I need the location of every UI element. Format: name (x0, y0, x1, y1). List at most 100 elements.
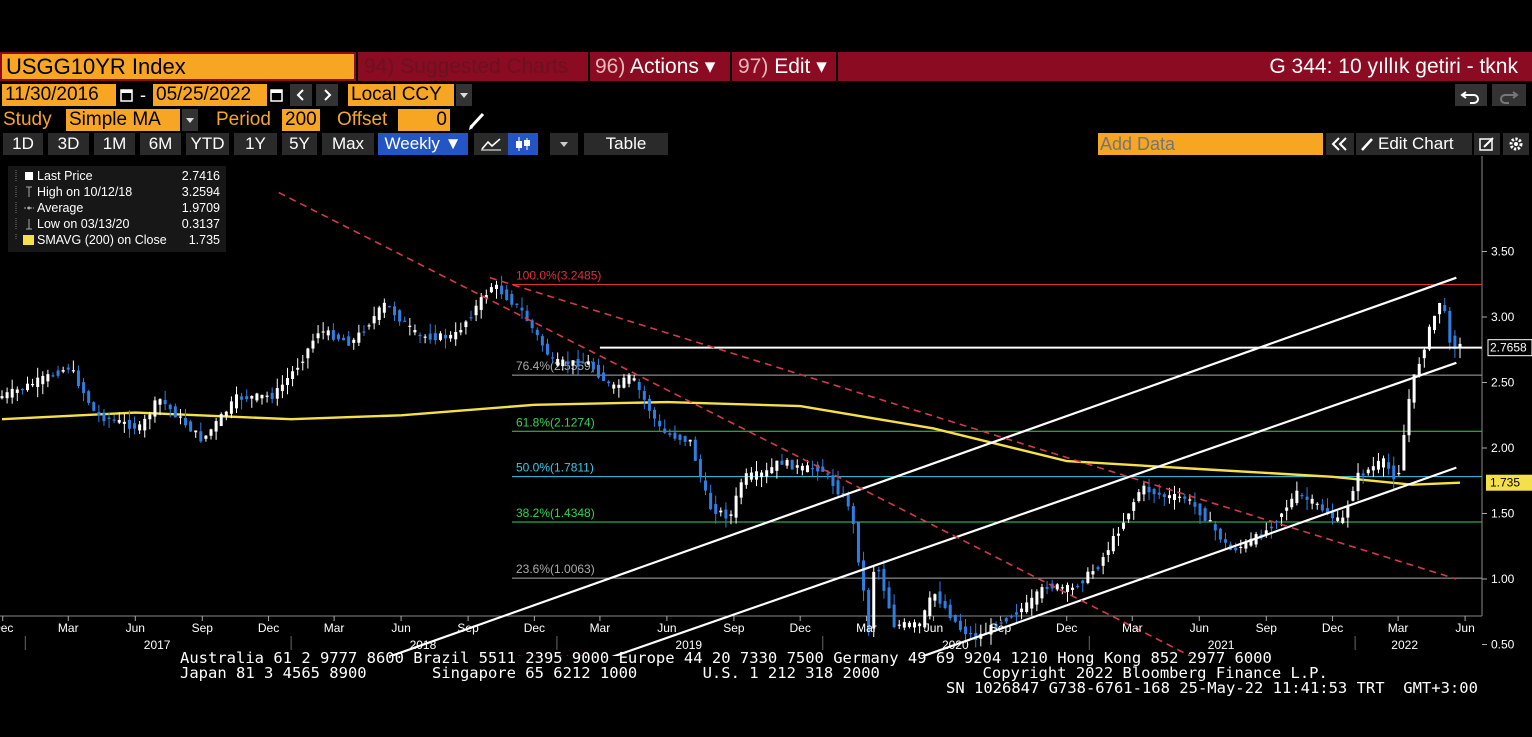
price-candle-body (336, 334, 340, 340)
undo-button[interactable] (1455, 84, 1487, 106)
x-tick-label: Dec (1056, 621, 1077, 635)
price-candle-body (1116, 533, 1120, 536)
period-input[interactable]: 200 (282, 109, 320, 131)
range-button-max[interactable]: Max (322, 133, 374, 155)
edit-menu-button[interactable]: 97) Edit ▾ (738, 52, 833, 81)
price-candle-body (1274, 521, 1278, 523)
price-candle-body (1127, 513, 1131, 520)
price-candle-body (744, 473, 748, 485)
chevron-left-icon (296, 89, 304, 101)
price-candle-body (342, 337, 346, 341)
actions-menu-button[interactable]: 96) Actions ▾ (595, 52, 725, 81)
calendar-icon[interactable] (268, 84, 286, 106)
calendar-icon[interactable] (118, 84, 136, 106)
candle-chart-button[interactable] (508, 133, 538, 155)
high-marker-icon (15, 186, 32, 198)
ticker-field[interactable]: USGG10YR Index (2, 54, 354, 79)
y-tick-label: 3.50 (1491, 245, 1515, 259)
currency-select[interactable]: Local CCY (348, 84, 454, 106)
add-data-input[interactable] (1098, 133, 1323, 155)
price-candle-body (678, 434, 682, 440)
price-candle-body (571, 360, 575, 366)
study-select[interactable]: Simple MA (66, 109, 180, 131)
price-candle-body (1300, 495, 1304, 497)
price-candle-body (714, 504, 718, 514)
x-tick-label: Mar (590, 621, 611, 635)
price-candle-body (194, 430, 198, 433)
start-date-field[interactable]: 11/30/2016 (2, 84, 116, 106)
price-candle-body (184, 417, 188, 426)
range-button-1d[interactable]: 1D (3, 133, 43, 155)
legend-label: High on 10/12/18 (37, 185, 133, 199)
x-year-label: 2020 (942, 638, 969, 652)
price-candle-body (229, 401, 233, 414)
pencil-icon[interactable] (466, 108, 488, 132)
price-candle-body (387, 306, 391, 308)
end-date-field[interactable]: 05/25/2022 (153, 84, 267, 106)
edit-chart-button[interactable]: Edit Chart (1356, 133, 1472, 155)
price-candle-body (581, 362, 585, 364)
price-candle-body (1397, 472, 1401, 475)
next-period-button[interactable] (316, 84, 338, 106)
price-candle-body (591, 361, 595, 370)
edit-chart-label: Edit Chart (1378, 134, 1454, 153)
settings-button[interactable] (1503, 133, 1529, 155)
fib-level-label: 100.0%(3.2485) (516, 268, 601, 282)
line-chart-button[interactable] (474, 133, 508, 155)
redo-button[interactable] (1492, 84, 1526, 106)
price-candle-body (1366, 469, 1370, 474)
price-candle-body (41, 375, 45, 385)
price-candle-body (994, 624, 998, 629)
range-button-3d[interactable]: 3D (48, 133, 89, 155)
edit-box-icon (1479, 137, 1494, 151)
prev-period-button[interactable] (290, 84, 312, 106)
price-candle-body (153, 400, 157, 417)
price-candle-body (291, 371, 295, 379)
price-candle-body (882, 568, 886, 591)
range-button-1m[interactable]: 1M (94, 133, 135, 155)
price-candle-body (377, 307, 381, 320)
range-button-ytd[interactable]: YTD (186, 133, 229, 155)
currency-dropdown-icon[interactable] (456, 84, 472, 106)
price-candle-body (1376, 460, 1380, 470)
sma-line (1, 400, 1461, 486)
suggested-charts-button[interactable]: 94) Suggested Charts (364, 52, 586, 81)
chart-settings-edit-button[interactable] (1474, 133, 1500, 155)
price-candle-body (1407, 398, 1411, 436)
y-tick-label: 0.50 (1491, 638, 1515, 652)
range-button-6m[interactable]: 6M (140, 133, 181, 155)
offset-input[interactable]: 0 (398, 109, 450, 131)
price-candle-body (1065, 584, 1069, 592)
price-candle-body (867, 589, 871, 633)
price-candle-body (1137, 492, 1141, 501)
price-candle-body (5, 392, 9, 399)
toolbar-divider (588, 52, 590, 81)
study-dropdown-icon[interactable] (182, 109, 198, 131)
table-button[interactable]: Table (584, 133, 668, 155)
suggested-charts-number: 94) (364, 55, 395, 78)
price-candle-body (724, 509, 728, 519)
price-candle-body (433, 333, 437, 341)
line-chart-icon (481, 138, 501, 151)
last-price-label: 2.7658 (1490, 341, 1527, 355)
trend-line (278, 191, 1193, 656)
redo-icon (1500, 91, 1519, 104)
price-candle-body (403, 320, 407, 322)
collapse-button[interactable] (1326, 133, 1354, 155)
price-candle-body (25, 383, 29, 391)
range-button-5y[interactable]: 5Y (282, 133, 317, 155)
price-candle-body (1351, 491, 1355, 501)
price-candle-body (535, 329, 539, 336)
x-year-label: 2021 (1208, 638, 1235, 652)
legend-value: 1.735 (188, 233, 220, 247)
price-candle-body (1132, 502, 1136, 511)
price-candle-body (1239, 546, 1243, 549)
fib-level-label: 61.8%(2.1274) (516, 415, 595, 429)
chart-type-dropdown-button[interactable] (550, 133, 578, 155)
frequency-select[interactable]: Weekly ▼ (378, 133, 468, 155)
price-candle-body (1269, 526, 1273, 529)
range-button-1y[interactable]: 1Y (234, 133, 277, 155)
price-chart[interactable]: 100.0%(3.2485) 76.4%(2.5559) 61.8%(2.1274)… (0, 156, 1532, 656)
price-candle-body (1213, 524, 1217, 531)
price-candle-body (642, 391, 646, 400)
